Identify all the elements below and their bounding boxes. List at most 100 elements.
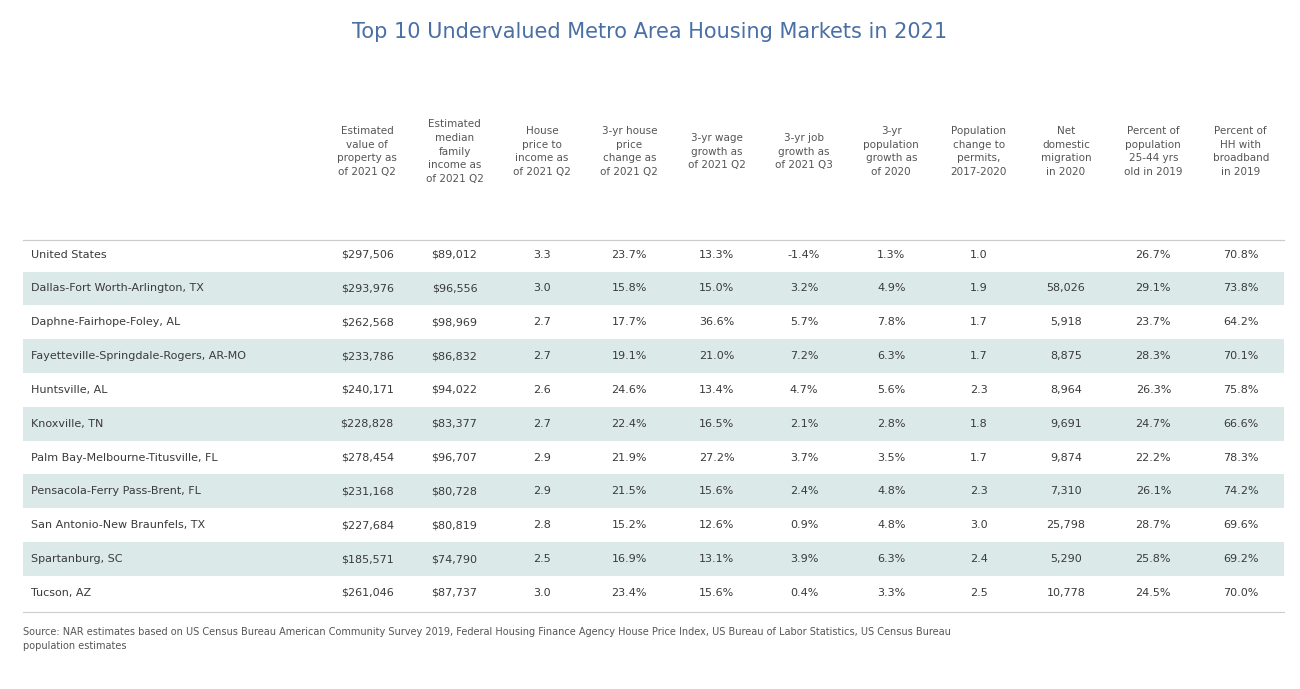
- Text: 2.3: 2.3: [970, 486, 988, 496]
- Text: Huntsville, AL: Huntsville, AL: [31, 385, 108, 395]
- Text: 23.7%: 23.7%: [1136, 317, 1171, 327]
- Text: 9,691: 9,691: [1050, 419, 1082, 429]
- Text: $227,684: $227,684: [341, 520, 394, 531]
- Text: $96,707: $96,707: [432, 453, 477, 462]
- Text: 24.5%: 24.5%: [1136, 588, 1171, 598]
- Text: 75.8%: 75.8%: [1223, 385, 1258, 395]
- Text: 2.7: 2.7: [533, 351, 551, 361]
- Text: Palm Bay-Melbourne-Titusville, FL: Palm Bay-Melbourne-Titusville, FL: [31, 453, 218, 462]
- Text: 3-yr wage
growth as
of 2021 Q2: 3-yr wage growth as of 2021 Q2: [688, 133, 745, 170]
- Text: 2.8: 2.8: [533, 520, 551, 531]
- Text: 8,875: 8,875: [1050, 351, 1082, 361]
- Text: San Antonio-New Braunfels, TX: San Antonio-New Braunfels, TX: [31, 520, 205, 531]
- Text: 0.9%: 0.9%: [790, 520, 818, 531]
- Text: 27.2%: 27.2%: [699, 453, 734, 462]
- Text: $80,728: $80,728: [432, 486, 477, 496]
- Text: 28.3%: 28.3%: [1136, 351, 1171, 361]
- Text: 1.9: 1.9: [970, 283, 988, 294]
- Text: 2.7: 2.7: [533, 317, 551, 327]
- Text: 0.4%: 0.4%: [790, 588, 818, 598]
- Text: $87,737: $87,737: [432, 588, 477, 598]
- Text: 13.4%: 13.4%: [699, 385, 734, 395]
- Text: 3.0: 3.0: [533, 283, 551, 294]
- Text: Tucson, AZ: Tucson, AZ: [31, 588, 91, 598]
- Text: 78.3%: 78.3%: [1223, 453, 1258, 462]
- Text: 2.9: 2.9: [533, 486, 551, 496]
- Text: $80,819: $80,819: [432, 520, 477, 531]
- Text: 5,290: 5,290: [1050, 554, 1082, 564]
- Text: 4.7%: 4.7%: [789, 385, 818, 395]
- Text: 12.6%: 12.6%: [699, 520, 734, 531]
- Text: $262,568: $262,568: [341, 317, 394, 327]
- Text: 19.1%: 19.1%: [611, 351, 647, 361]
- Text: 8,964: 8,964: [1050, 385, 1082, 395]
- Text: Estimated
median
family
income as
of 2021 Q2: Estimated median family income as of 202…: [425, 119, 484, 184]
- Text: $96,556: $96,556: [432, 283, 477, 294]
- Text: $228,828: $228,828: [341, 419, 394, 429]
- Text: $86,832: $86,832: [432, 351, 477, 361]
- Text: Dallas-Fort Worth-Arlington, TX: Dallas-Fort Worth-Arlington, TX: [31, 283, 204, 294]
- Text: 28.7%: 28.7%: [1136, 520, 1171, 531]
- Text: 26.7%: 26.7%: [1136, 249, 1171, 260]
- Text: 15.6%: 15.6%: [699, 588, 734, 598]
- Text: 22.2%: 22.2%: [1136, 453, 1171, 462]
- Text: 4.9%: 4.9%: [878, 283, 906, 294]
- Text: $240,171: $240,171: [341, 385, 394, 395]
- Text: 16.9%: 16.9%: [611, 554, 647, 564]
- Text: 3.5%: 3.5%: [878, 453, 905, 462]
- Text: 3-yr house
price
change as
of 2021 Q2: 3-yr house price change as of 2021 Q2: [601, 126, 658, 177]
- Text: $94,022: $94,022: [432, 385, 477, 395]
- Text: 69.2%: 69.2%: [1223, 554, 1258, 564]
- Text: 7.8%: 7.8%: [878, 317, 906, 327]
- Text: 15.2%: 15.2%: [611, 520, 647, 531]
- Text: 64.2%: 64.2%: [1223, 317, 1258, 327]
- Text: Percent of
population
25-44 yrs
old in 2019: Percent of population 25-44 yrs old in 2…: [1124, 126, 1183, 177]
- Text: 23.7%: 23.7%: [611, 249, 647, 260]
- Text: 2.3: 2.3: [970, 385, 988, 395]
- Text: 22.4%: 22.4%: [611, 419, 647, 429]
- Text: 3.7%: 3.7%: [790, 453, 818, 462]
- Text: 66.6%: 66.6%: [1223, 419, 1258, 429]
- Text: 5.6%: 5.6%: [878, 385, 905, 395]
- Text: 1.7: 1.7: [970, 351, 988, 361]
- Text: 7,310: 7,310: [1050, 486, 1082, 496]
- Text: Top 10 Undervalued Metro Area Housing Markets in 2021: Top 10 Undervalued Metro Area Housing Ma…: [352, 22, 948, 42]
- Text: 3.9%: 3.9%: [790, 554, 818, 564]
- Text: 2.8%: 2.8%: [878, 419, 906, 429]
- Text: 4.8%: 4.8%: [878, 486, 906, 496]
- Text: 1.3%: 1.3%: [878, 249, 905, 260]
- Bar: [23, 475, 1284, 508]
- Text: 3.3%: 3.3%: [878, 588, 905, 598]
- Text: 2.6: 2.6: [533, 385, 551, 395]
- Text: 24.6%: 24.6%: [611, 385, 647, 395]
- Text: House
price to
income as
of 2021 Q2: House price to income as of 2021 Q2: [514, 126, 571, 177]
- Text: 58,026: 58,026: [1046, 283, 1086, 294]
- Text: 21.5%: 21.5%: [611, 486, 647, 496]
- Text: 2.4%: 2.4%: [789, 486, 818, 496]
- Text: 15.8%: 15.8%: [611, 283, 647, 294]
- Text: 3.3: 3.3: [533, 249, 551, 260]
- Text: 70.8%: 70.8%: [1223, 249, 1258, 260]
- Text: 15.6%: 15.6%: [699, 486, 734, 496]
- Text: $231,168: $231,168: [341, 486, 394, 496]
- Text: United States: United States: [31, 249, 107, 260]
- Text: 26.1%: 26.1%: [1136, 486, 1171, 496]
- Text: 3.0: 3.0: [970, 520, 988, 531]
- Text: Spartanburg, SC: Spartanburg, SC: [31, 554, 122, 564]
- Text: $89,012: $89,012: [432, 249, 477, 260]
- Text: 25,798: 25,798: [1046, 520, 1086, 531]
- Text: 3-yr job
growth as
of 2021 Q3: 3-yr job growth as of 2021 Q3: [775, 133, 833, 170]
- Text: 21.0%: 21.0%: [699, 351, 734, 361]
- Text: 1.8: 1.8: [970, 419, 988, 429]
- Text: Source: NAR estimates based on US Census Bureau American Community Survey 2019, : Source: NAR estimates based on US Census…: [23, 627, 952, 651]
- Text: 3-yr
population
growth as
of 2020: 3-yr population growth as of 2020: [863, 126, 919, 177]
- Text: Estimated
value of
property as
of 2021 Q2: Estimated value of property as of 2021 Q…: [337, 126, 396, 177]
- Text: 1.7: 1.7: [970, 317, 988, 327]
- Bar: [23, 339, 1284, 373]
- Text: 15.0%: 15.0%: [699, 283, 734, 294]
- Text: $278,454: $278,454: [341, 453, 394, 462]
- Text: $83,377: $83,377: [432, 419, 477, 429]
- Text: Fayetteville-Springdale-Rogers, AR-MO: Fayetteville-Springdale-Rogers, AR-MO: [31, 351, 246, 361]
- Text: $233,786: $233,786: [341, 351, 394, 361]
- Text: 1.7: 1.7: [970, 453, 988, 462]
